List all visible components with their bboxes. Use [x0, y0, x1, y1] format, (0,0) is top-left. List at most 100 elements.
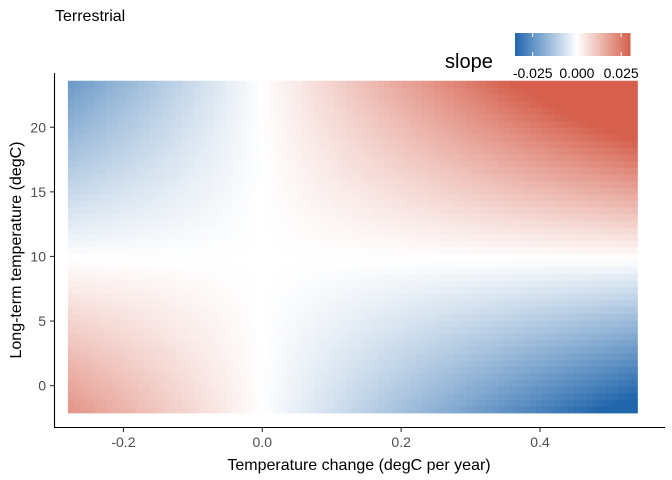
heatmap-cell [124, 326, 132, 334]
heatmap-cell [226, 246, 233, 255]
heatmap-cell [523, 366, 531, 374]
heatmap-cell [270, 286, 278, 294]
heatmap-cell [485, 379, 493, 387]
heatmap-cell [529, 253, 537, 261]
heatmap-cell [200, 286, 208, 294]
heatmap-cell [169, 313, 177, 321]
heatmap-cell [485, 226, 493, 235]
heatmap-cell [308, 87, 316, 95]
heatmap-cell [498, 94, 505, 102]
heatmap-cell [245, 120, 252, 128]
heatmap-cell [390, 206, 398, 215]
heatmap-cell [270, 353, 278, 361]
heatmap-cell [150, 266, 158, 274]
y-tick-label: 5 [38, 313, 46, 329]
heatmap-cell [219, 299, 227, 308]
heatmap-cell [137, 147, 145, 155]
heatmap-cell [485, 399, 493, 407]
heatmap-cell [466, 333, 474, 341]
heatmap-cell [365, 359, 373, 367]
heatmap-cell [498, 399, 505, 407]
heatmap-cell [599, 359, 607, 367]
heatmap-cell [529, 133, 537, 142]
heatmap-cell [137, 100, 145, 108]
heatmap-cell [403, 87, 411, 95]
heatmap-cell [150, 313, 158, 321]
heatmap-cell [80, 319, 88, 328]
heatmap-cell [169, 213, 177, 221]
heatmap-cell [630, 379, 638, 387]
heatmap-cell [188, 193, 196, 201]
heatmap-cell [289, 246, 297, 255]
heatmap-cell [333, 359, 341, 367]
heatmap-cell [162, 253, 170, 261]
legend-color-segment [586, 33, 589, 56]
heatmap-cell [314, 100, 322, 108]
heatmap-cell [409, 399, 417, 407]
heatmap-cell [396, 220, 404, 228]
heatmap-cell [112, 94, 120, 102]
heatmap-cell [396, 286, 404, 294]
heatmap-cell [580, 206, 588, 215]
heatmap-cell [346, 173, 354, 181]
heatmap-cell [282, 299, 290, 308]
heatmap-cell [124, 187, 132, 195]
heatmap-cell [289, 240, 297, 248]
heatmap-cell [618, 386, 626, 394]
heatmap-cell [611, 399, 619, 407]
heatmap-cell [333, 187, 341, 195]
heatmap-cell [352, 107, 360, 115]
heatmap-cell [466, 273, 474, 281]
legend-color-segment [522, 33, 525, 56]
heatmap-cell [219, 266, 227, 274]
heatmap-cell [428, 260, 436, 268]
heatmap-cell [611, 147, 619, 155]
heatmap-cell [118, 372, 126, 381]
heatmap-cell [422, 213, 430, 221]
heatmap-cell [276, 233, 284, 241]
heatmap-cell [143, 140, 151, 148]
heatmap-cell [479, 140, 487, 148]
heatmap-cell [573, 346, 581, 354]
heatmap-cell [605, 127, 613, 135]
heatmap-cell [352, 293, 360, 301]
heatmap-cell [238, 87, 246, 95]
heatmap-cell [238, 240, 246, 248]
heatmap-cell [232, 286, 240, 294]
heatmap-cell [124, 167, 132, 175]
heatmap-cell [194, 113, 202, 122]
heatmap-cell [308, 279, 316, 288]
heatmap-cell [333, 353, 341, 361]
heatmap-cell [105, 226, 113, 235]
heatmap-cell [409, 213, 417, 221]
heatmap-cell [226, 107, 233, 115]
heatmap-cell [150, 167, 158, 175]
heatmap-cell [554, 353, 562, 361]
heatmap-cell [605, 253, 613, 261]
heatmap-cell [567, 220, 575, 228]
heatmap-cell [390, 293, 398, 301]
heatmap-cell [428, 326, 436, 334]
heatmap-cell [352, 200, 360, 208]
heatmap-cell [213, 100, 221, 108]
heatmap-cell [415, 226, 423, 235]
heatmap-cell [472, 386, 480, 394]
heatmap-cell [263, 392, 271, 401]
heatmap-cell [441, 346, 449, 354]
heatmap-cell [409, 353, 417, 361]
heatmap-cell [213, 273, 221, 281]
heatmap-cell [415, 359, 423, 367]
heatmap-cell [105, 359, 113, 367]
heatmap-cell [232, 240, 240, 248]
heatmap-cell [308, 226, 316, 235]
heatmap-cell [485, 366, 493, 374]
heatmap-cell [428, 220, 436, 228]
heatmap-cell [453, 319, 461, 328]
heatmap-cell [251, 173, 259, 181]
heatmap-cell [377, 180, 385, 188]
heatmap-cell [561, 147, 569, 155]
heatmap-cell [175, 313, 183, 321]
heatmap-cell [592, 240, 600, 248]
heatmap-cell [175, 200, 183, 208]
heatmap-cell [200, 213, 208, 221]
